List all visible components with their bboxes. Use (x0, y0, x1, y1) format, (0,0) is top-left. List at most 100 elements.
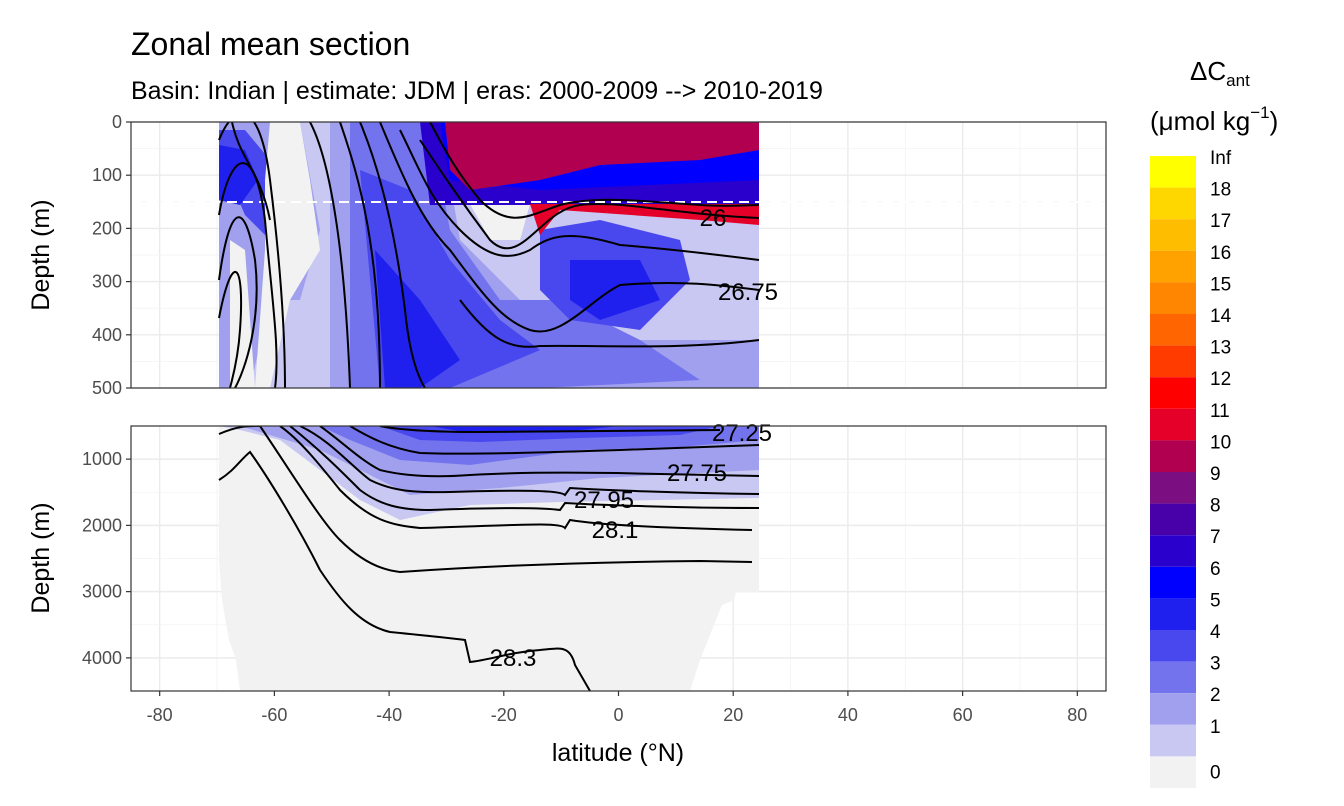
y-tick-label: 100 (92, 165, 122, 185)
legend-key-swatch (1150, 156, 1196, 188)
top-field-6 (375, 250, 460, 388)
legend-key-label: 7 (1210, 527, 1221, 548)
top-field-magenta-surface (445, 122, 759, 190)
legend-key-label: Inf (1210, 148, 1232, 169)
x-tick-label: 0 (613, 705, 623, 725)
isopycnal-line (359, 122, 426, 388)
legend-key-label: 18 (1210, 180, 1231, 201)
legend-key-label: 5 (1210, 590, 1221, 611)
legend-unit-text: (μmol kg (1150, 106, 1250, 136)
legend-key-label: 0 (1210, 762, 1221, 783)
isopycnal-line (218, 426, 260, 435)
bottom-y-axis-label: Depth (m) (27, 502, 55, 613)
legend-key-label: 14 (1210, 306, 1232, 327)
isopycnal-line (231, 122, 271, 221)
isopycnal-line (279, 426, 753, 531)
legend-key-swatch (1150, 408, 1196, 441)
isopycnal-line (379, 122, 760, 333)
y-tick-label: 300 (92, 272, 122, 292)
top-field-10 (219, 145, 258, 205)
top-y-axis-label: Depth (m) (27, 199, 55, 310)
x-tick-label: 40 (838, 705, 858, 725)
chart-title: Zonal mean section (131, 26, 410, 62)
legend-key-label: 17 (1210, 211, 1231, 232)
x-tick-label: -60 (261, 705, 287, 725)
bottom-isopycnals (218, 426, 760, 691)
legend-title-main: ΔC (1190, 56, 1226, 86)
legend-key-swatch (1150, 503, 1196, 536)
x-tick-label: -80 (147, 705, 173, 725)
isopycnal-label: 27.25 (712, 420, 772, 447)
legend-key-label: 6 (1210, 559, 1221, 580)
y-tick-label: 3000 (82, 582, 122, 602)
isopycnal-line (319, 426, 760, 478)
legend-key-swatch (1150, 693, 1196, 725)
isopycnal-label: 27.95 (574, 487, 634, 514)
isopycnal-line (218, 216, 258, 388)
legend-key-label: 2 (1210, 685, 1221, 706)
legend-key-swatch (1150, 661, 1196, 694)
x-tick-label: -40 (376, 705, 402, 725)
top-panel: 26 26.75 0 100 200 300 400 500 Depth (m) (27, 112, 1107, 398)
top-field-8 (570, 260, 660, 320)
isopycnal-label: 27.75 (667, 460, 727, 487)
legend-key-swatch (1150, 250, 1196, 283)
legend-title: ΔCant (1190, 56, 1250, 90)
isopycnal-line (309, 122, 351, 388)
legend-key-swatch (1150, 756, 1196, 788)
legend-unit-superscript: −1 (1250, 103, 1269, 122)
legend-key-swatch (1150, 345, 1196, 378)
chart-subtitle: Basin: Indian | estimate: JDM | eras: 20… (131, 77, 823, 105)
legend-title-subscript: ant (1226, 71, 1250, 90)
bottom-panel: 27.25 27.75 27.95 28.1 28.3 1000 2000 3000… (27, 420, 1107, 725)
y-tick-label: 400 (92, 325, 122, 345)
y-tick-label: 0 (112, 112, 122, 132)
legend-key-label: 16 (1210, 243, 1231, 264)
isopycnal-line (299, 426, 760, 497)
x-tick-label: -20 (491, 705, 517, 725)
legend-key-swatch (1150, 472, 1196, 504)
legend-key-swatch (1150, 724, 1196, 757)
isopycnal-label: 26.75 (718, 279, 778, 306)
x-tick-label: 60 (953, 705, 973, 725)
legend-key-label: 4 (1210, 622, 1221, 643)
legend-key-swatch (1150, 566, 1196, 599)
top-y-ticks: 0 100 200 300 400 500 (92, 112, 131, 398)
legend-key-swatch (1150, 598, 1196, 630)
x-tick-label: 80 (1067, 705, 1087, 725)
isopycnal-line (429, 122, 760, 219)
legend-key-label: 15 (1210, 274, 1231, 295)
isopycnal-line (218, 450, 591, 691)
y-tick-label: 2000 (82, 515, 122, 535)
x-tick-label: 20 (723, 705, 743, 725)
legend-key-label: 12 (1210, 369, 1231, 390)
top-panel-field (219, 122, 759, 388)
legend-key-swatch (1150, 187, 1196, 220)
legend-key-label: 1 (1210, 717, 1221, 738)
bottom-panel-field (219, 426, 759, 691)
legend-key-label: 13 (1210, 338, 1231, 359)
legend-key-swatch (1150, 219, 1196, 251)
isopycnal-line (259, 426, 753, 574)
isopycnal-line (218, 162, 278, 388)
isopycnal-line (379, 426, 721, 434)
legend-key-label: 9 (1210, 464, 1221, 485)
isopycnal-line (218, 270, 243, 388)
top-field-white-3 (470, 204, 530, 240)
isopycnal-line (349, 426, 760, 455)
legend-key-swatch (1150, 377, 1196, 409)
x-ticks: -80 -60 -40 -20 0 20 40 60 80 (147, 691, 1087, 725)
isopycnal-line (419, 139, 760, 250)
legend-unit-close: ) (1270, 106, 1279, 136)
y-tick-label: 200 (92, 218, 122, 238)
y-tick-label: 1000 (82, 449, 122, 469)
bottom-y-ticks: 1000 2000 3000 4000 (82, 449, 131, 668)
legend-key-swatch (1150, 314, 1196, 346)
top-isopycnals (218, 122, 760, 388)
isopycnal-line (339, 122, 381, 388)
legend-unit: (μmol kg−1) (1150, 103, 1278, 136)
legend-key-label: 3 (1210, 654, 1221, 675)
legend-key-swatch (1150, 282, 1196, 314)
